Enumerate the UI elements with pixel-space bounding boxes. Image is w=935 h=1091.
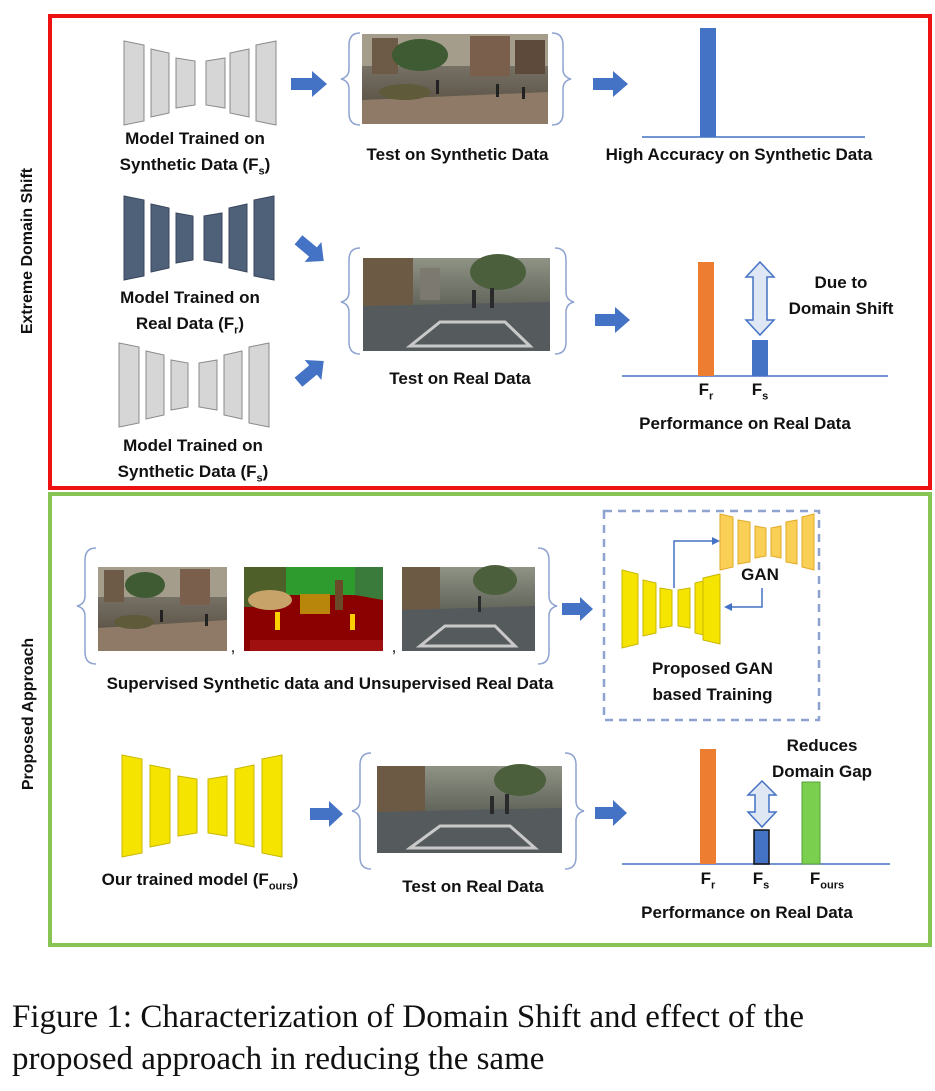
bottom-panel-side-label: Proposed Approach bbox=[20, 637, 37, 791]
comma-separator: , bbox=[391, 637, 397, 656]
comma-separator: , bbox=[230, 637, 236, 656]
arrow-right-icon bbox=[595, 800, 627, 826]
double-arrow-icon bbox=[744, 260, 776, 337]
top-panel-border bbox=[48, 14, 932, 490]
test-synthetic-label: Test on Synthetic Data bbox=[366, 145, 549, 164]
performance-real-label: Performance on Real Data bbox=[639, 414, 851, 433]
real-scene-image bbox=[377, 764, 562, 853]
model-synthetic-2-label: Model Trained on Synthetic Data (Fs) bbox=[117, 436, 269, 485]
high-accuracy-label: High Accuracy on Synthetic Data bbox=[605, 145, 873, 164]
bar-fr-label: Fr bbox=[698, 380, 714, 403]
model-real-label: Model Trained on Real Data (Fr) bbox=[120, 288, 260, 337]
arrow-down-right-icon bbox=[294, 235, 324, 262]
test-real-label: Test on Real Data bbox=[389, 369, 531, 388]
bottom-panel-border bbox=[48, 492, 932, 947]
model-synthetic-2-icon bbox=[118, 342, 270, 428]
double-arrow-icon bbox=[746, 779, 778, 829]
bar-fr bbox=[700, 749, 716, 864]
bar-fs bbox=[753, 829, 770, 865]
gan-network-icon bbox=[719, 513, 815, 571]
generator-network-icon bbox=[621, 569, 721, 649]
arrow-right-icon bbox=[291, 71, 327, 97]
data-caption-label: Supervised Synthetic data and Unsupervis… bbox=[106, 674, 554, 693]
real-scene-image bbox=[363, 254, 550, 351]
real-scene-image bbox=[402, 565, 535, 651]
gan-label: GAN bbox=[741, 565, 779, 584]
our-model-icon bbox=[121, 754, 283, 858]
bar-fs bbox=[752, 340, 768, 376]
model-real-icon bbox=[123, 195, 275, 281]
bar-fours-label: Fours bbox=[809, 869, 845, 892]
model-synthetic-1-label: Model Trained on Synthetic Data (Fs) bbox=[119, 129, 271, 178]
bar-fr bbox=[698, 262, 714, 376]
bar-high-accuracy bbox=[700, 28, 716, 137]
arrow-up-right-icon bbox=[294, 360, 324, 387]
proposed-gan-label: Proposed GAN based Training bbox=[652, 659, 773, 704]
due-to-domain-shift-label: Due to Domain Shift bbox=[788, 273, 894, 318]
reduces-domain-gap-label: Reduces Domain Gap bbox=[771, 736, 873, 781]
figure-caption: Figure 1: Characterization of Domain Shi… bbox=[12, 999, 805, 1077]
model-synthetic-1-icon bbox=[123, 40, 277, 126]
arrow-right-icon bbox=[593, 71, 628, 97]
performance-real-label: Performance on Real Data bbox=[641, 903, 853, 922]
synthetic-scene-image bbox=[98, 567, 227, 651]
bar-fs-label: Fs bbox=[752, 869, 770, 892]
arrow-right-icon bbox=[562, 597, 593, 621]
arrow-right-icon bbox=[595, 307, 630, 333]
arrow-right-icon bbox=[310, 801, 343, 827]
top-panel-side-label: Extreme Domain Shift bbox=[19, 167, 36, 335]
segmentation-map-image bbox=[244, 567, 383, 651]
test-real-label: Test on Real Data bbox=[402, 877, 544, 896]
bar-fs-label: Fs bbox=[751, 380, 769, 403]
synthetic-scene-image bbox=[362, 34, 548, 124]
bar-fr-label: Fr bbox=[700, 869, 716, 892]
our-model-label: Our trained model (Fours) bbox=[101, 870, 299, 893]
gan-training-box bbox=[602, 509, 821, 722]
bar-fours bbox=[801, 781, 821, 865]
